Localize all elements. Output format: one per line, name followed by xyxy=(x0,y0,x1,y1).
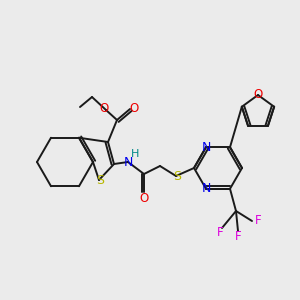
Text: N: N xyxy=(201,141,211,154)
Text: F: F xyxy=(217,226,223,239)
Text: O: O xyxy=(99,103,109,116)
Text: S: S xyxy=(96,173,104,187)
Text: H: H xyxy=(131,149,139,159)
Text: N: N xyxy=(201,182,211,195)
Text: O: O xyxy=(140,191,148,205)
Text: O: O xyxy=(129,101,139,115)
Text: S: S xyxy=(173,169,181,182)
Text: N: N xyxy=(123,155,133,169)
Text: F: F xyxy=(255,214,261,227)
Text: F: F xyxy=(235,230,241,244)
Text: O: O xyxy=(254,88,262,100)
